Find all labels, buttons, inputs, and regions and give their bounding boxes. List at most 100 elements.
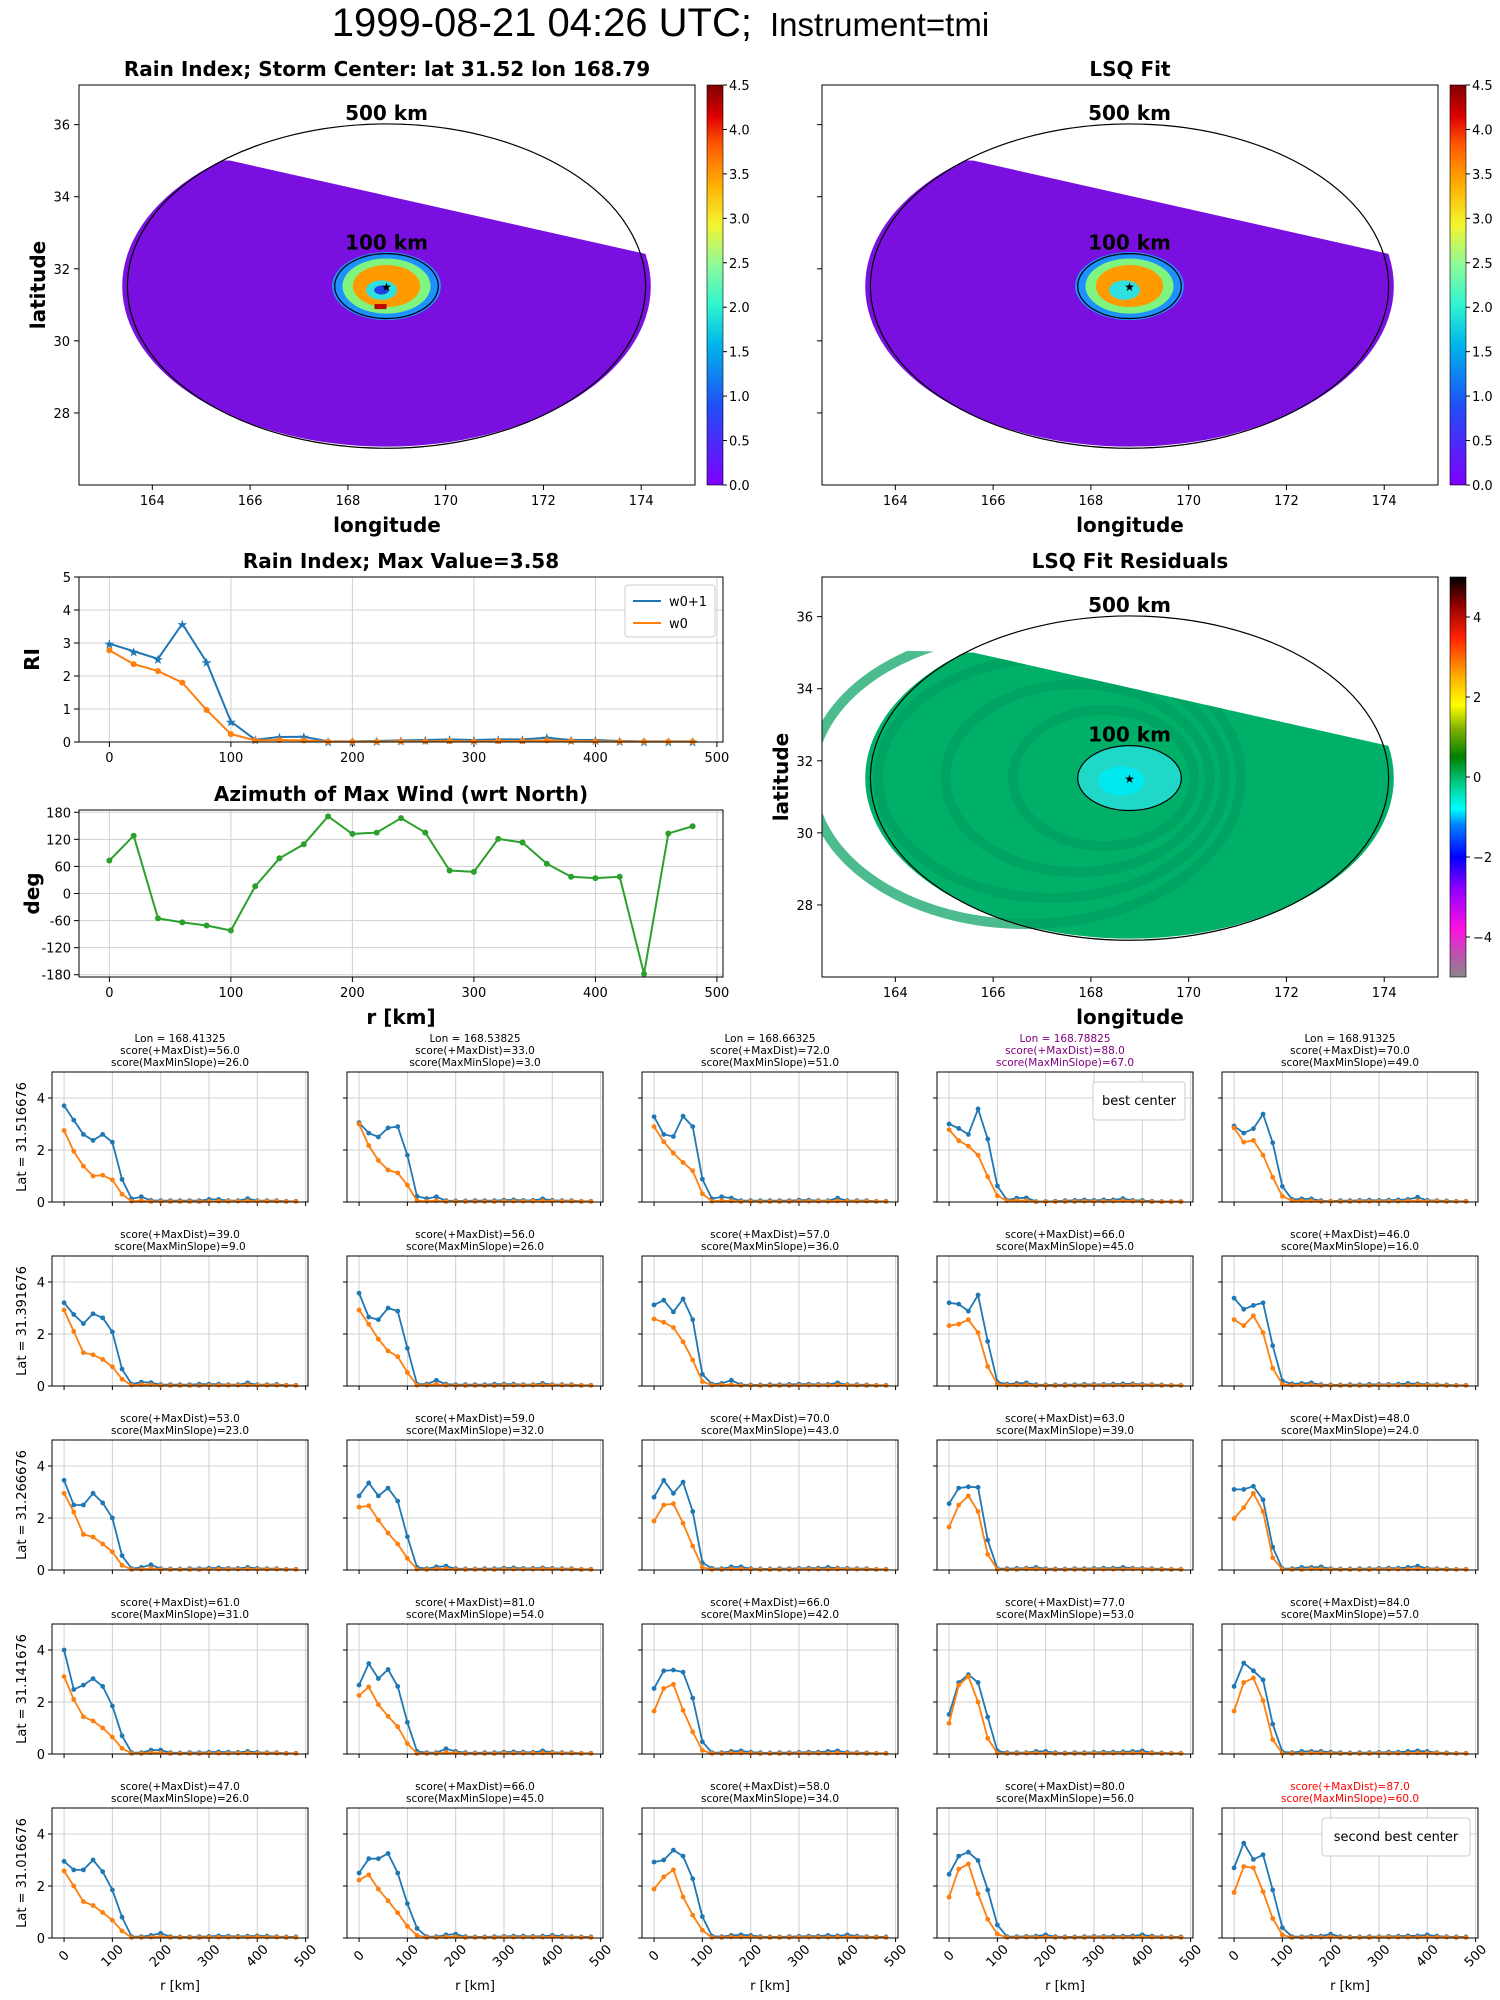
x-tick-label: 164 (883, 494, 908, 509)
data-point (1052, 1383, 1058, 1388)
data-point (1260, 1300, 1266, 1306)
data-point (1260, 1330, 1266, 1336)
data-point (748, 1750, 754, 1756)
data-point (293, 1751, 299, 1756)
x-axis-label: r [km] (750, 1979, 790, 1994)
data-point (433, 1566, 439, 1572)
data-point (699, 1379, 705, 1384)
data-point (138, 1935, 144, 1940)
annotation-box (1092, 1081, 1186, 1121)
data-point (1052, 1935, 1058, 1940)
data-point (690, 1543, 696, 1549)
colorbar-tick-label: 0.0 (729, 479, 750, 494)
x-tick-label: 300 (785, 1942, 813, 1970)
x-tick-label: 168 (335, 494, 360, 509)
data-point (1270, 1916, 1276, 1921)
data-point (491, 1567, 497, 1572)
data-point (424, 1751, 430, 1756)
data-point (738, 1934, 744, 1940)
data-point (1328, 1199, 1334, 1204)
data-point (757, 1935, 763, 1940)
data-point (748, 1199, 754, 1204)
data-point (965, 1674, 971, 1679)
data-point (216, 1198, 222, 1204)
data-point (815, 1382, 821, 1388)
data-point (519, 839, 526, 846)
data-point (1168, 1567, 1174, 1572)
y-tick-label: -60 (50, 915, 71, 930)
data-point (443, 1746, 449, 1752)
series-line-orange (948, 1862, 1181, 1939)
second-best-center-label: second best center (1334, 1830, 1459, 1845)
data-point (1337, 1935, 1343, 1940)
grid-cell-r1-c3: score(+MaxDist)=66.0score(MaxMinSlope)=4… (933, 1229, 1194, 1390)
axes-frame (936, 1071, 1194, 1203)
data-point (670, 1867, 676, 1873)
lsq_map-panel: LSQ Fit 500 km 100 km ★ 164 166 168 170 172 174 lo… (817, 57, 1493, 537)
cell-title-line: score(+MaxDist)=47.0 (120, 1781, 240, 1793)
series-line-orange (358, 1685, 591, 1755)
data-point (90, 1352, 96, 1358)
x-axis-label: longitude (1076, 513, 1184, 537)
figure-title: 1999-08-21 04:26 UTC; (332, 1, 752, 45)
data-point (366, 1480, 372, 1486)
data-point (227, 731, 234, 738)
grid-cell-r0-c4: Lon = 168.91325score(+MaxDist)=70.0score… (1218, 1033, 1479, 1206)
cell-title-line: score(+MaxDist)=58.0 (710, 1781, 830, 1793)
data-point (956, 1853, 962, 1859)
data-point (864, 1566, 870, 1572)
data-point (225, 1750, 231, 1756)
colorbar (706, 84, 724, 486)
cell-title-line: score(+MaxDist)=70.0 (710, 1413, 830, 1425)
data-point (1270, 1174, 1276, 1180)
data-point (276, 855, 283, 862)
data-point (446, 738, 453, 745)
axes-frame (346, 1071, 604, 1203)
data-point (530, 1382, 536, 1388)
data-point (1072, 1383, 1078, 1388)
x-tick-label: 0 (351, 1948, 367, 1964)
data-point (690, 1168, 696, 1174)
data-point (1130, 1750, 1136, 1756)
data-point (1424, 1750, 1430, 1756)
data-point (356, 1693, 362, 1698)
colorbar-tick-label: 2.5 (729, 257, 750, 272)
data-point (835, 1934, 841, 1940)
axes-frame (78, 84, 696, 486)
panel-title: Rain Index; Max Value=3.58 (243, 549, 559, 573)
y-tick-label: 30 (53, 335, 70, 350)
colorbar-tick-label: 3.0 (1472, 212, 1493, 227)
cell-title-line: score(MaxMinSlope)=34.0 (701, 1793, 839, 1805)
data-point (80, 1321, 86, 1326)
data-point (985, 1552, 991, 1557)
colorbar-tick-label: 2.0 (1472, 301, 1493, 316)
data-point (404, 1719, 410, 1725)
data-point (651, 1518, 657, 1524)
data-point (356, 1877, 362, 1883)
data-point (90, 1534, 96, 1540)
data-point (293, 1199, 299, 1204)
data-point (975, 1152, 981, 1158)
data-point (109, 1549, 115, 1555)
data-point (395, 1870, 401, 1876)
data-point (80, 1899, 86, 1904)
data-point (1289, 1935, 1295, 1940)
data-point (767, 1567, 773, 1572)
colorbar (1449, 84, 1467, 486)
data-point (965, 1493, 971, 1499)
y-tick-label: 0 (63, 736, 71, 751)
data-point (375, 1493, 381, 1499)
data-point (283, 1199, 289, 1204)
cell-title-line: score(+MaxDist)=39.0 (120, 1229, 240, 1241)
data-point (1308, 1566, 1314, 1572)
data-point (283, 1935, 289, 1940)
data-point (719, 1382, 725, 1388)
data-point (511, 1198, 517, 1204)
data-point (90, 1173, 96, 1179)
series-line-blue (1233, 1112, 1466, 1203)
center-star-marker: ★ (1124, 280, 1135, 294)
data-point (719, 1935, 725, 1940)
cell-title-line: score(MaxMinSlope)=45.0 (406, 1793, 544, 1805)
data-point (61, 1128, 67, 1133)
y-tick-label: 28 (796, 899, 813, 914)
